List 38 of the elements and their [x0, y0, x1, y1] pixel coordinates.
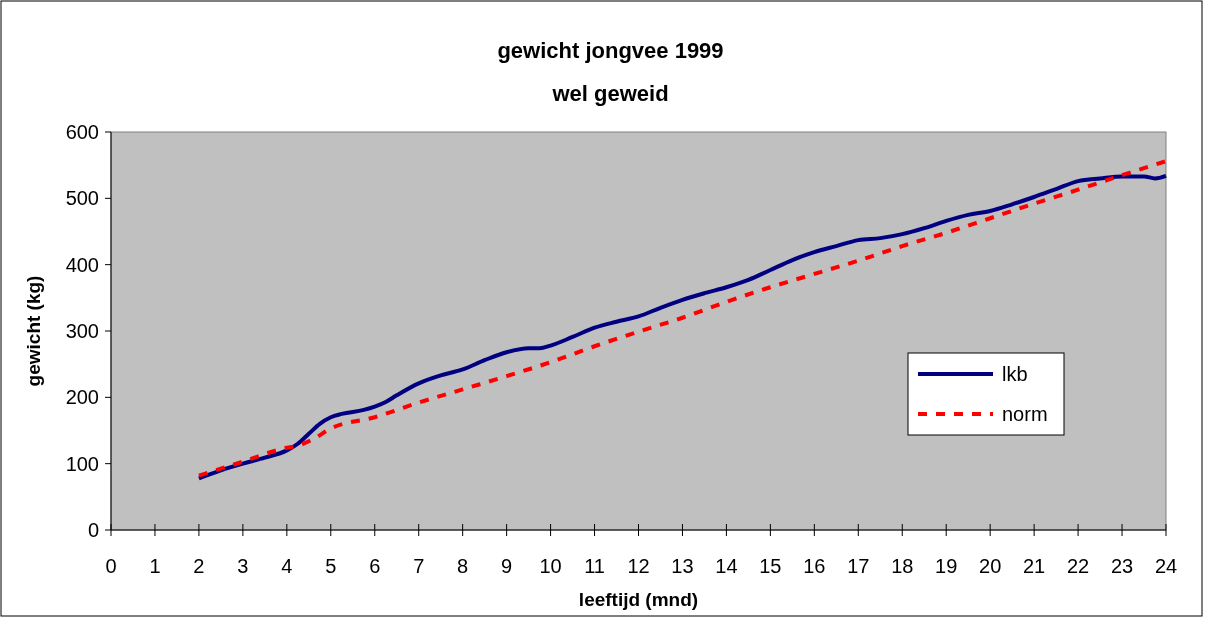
x-tick-label: 10 [539, 555, 562, 577]
x-tick-label: 17 [847, 555, 870, 577]
y-tick-label: 0 [87, 519, 99, 541]
x-tick-label: 5 [325, 555, 337, 577]
chart-title: gewicht jongvee 1999 [497, 38, 724, 63]
y-tick-label: 500 [65, 187, 99, 210]
x-tick-label: 8 [457, 555, 469, 577]
y-axis-title: gewicht (kg) [23, 275, 44, 387]
y-tick-label: 200 [65, 386, 99, 409]
x-tick-label: 21 [1023, 555, 1046, 577]
y-tick-label: 100 [65, 452, 99, 475]
x-tick-label: 18 [891, 555, 914, 577]
y-tick-label: 300 [65, 320, 99, 342]
x-tick-label: 22 [1066, 555, 1090, 577]
y-tick-label: 400 [65, 253, 99, 276]
legend-label: norm [1002, 403, 1048, 425]
x-tick-label: 0 [105, 555, 117, 577]
x-tick-label: 6 [369, 555, 381, 577]
chart-subtitle: wel geweid [551, 81, 669, 106]
x-tick-label: 15 [759, 555, 782, 577]
x-tick-label: 2 [193, 555, 205, 577]
legend-label: lkb [1002, 363, 1028, 385]
x-tick-label: 9 [501, 555, 513, 577]
x-axis-title: leeftijd (mnd) [578, 589, 699, 610]
x-tick-label: 20 [979, 555, 1002, 577]
y-tick-label: 600 [65, 121, 99, 143]
x-tick-label: 11 [584, 555, 605, 577]
x-tick-label: 4 [281, 555, 293, 577]
x-tick-label: 23 [1110, 555, 1134, 577]
x-tick-label: 7 [413, 555, 425, 577]
x-tick-label: 14 [715, 555, 738, 577]
x-tick-label: 1 [149, 555, 161, 577]
x-tick-label: 16 [803, 555, 826, 577]
x-tick-label: 19 [935, 555, 958, 577]
x-tick-label: 3 [237, 555, 249, 577]
x-tick-label: 12 [627, 555, 650, 577]
x-tick-label: 24 [1154, 555, 1178, 577]
x-tick-label: 13 [671, 555, 694, 577]
